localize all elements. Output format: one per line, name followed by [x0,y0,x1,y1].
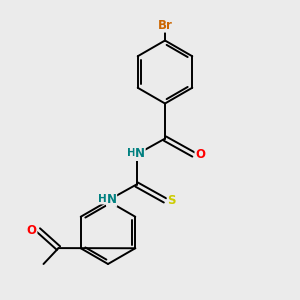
Text: N: N [106,193,117,206]
Text: O: O [27,224,37,237]
Text: O: O [195,148,205,161]
Text: N: N [135,147,145,161]
Text: H: H [127,148,136,158]
Text: S: S [167,194,176,207]
Text: H: H [98,194,107,204]
Text: Br: Br [158,19,172,32]
